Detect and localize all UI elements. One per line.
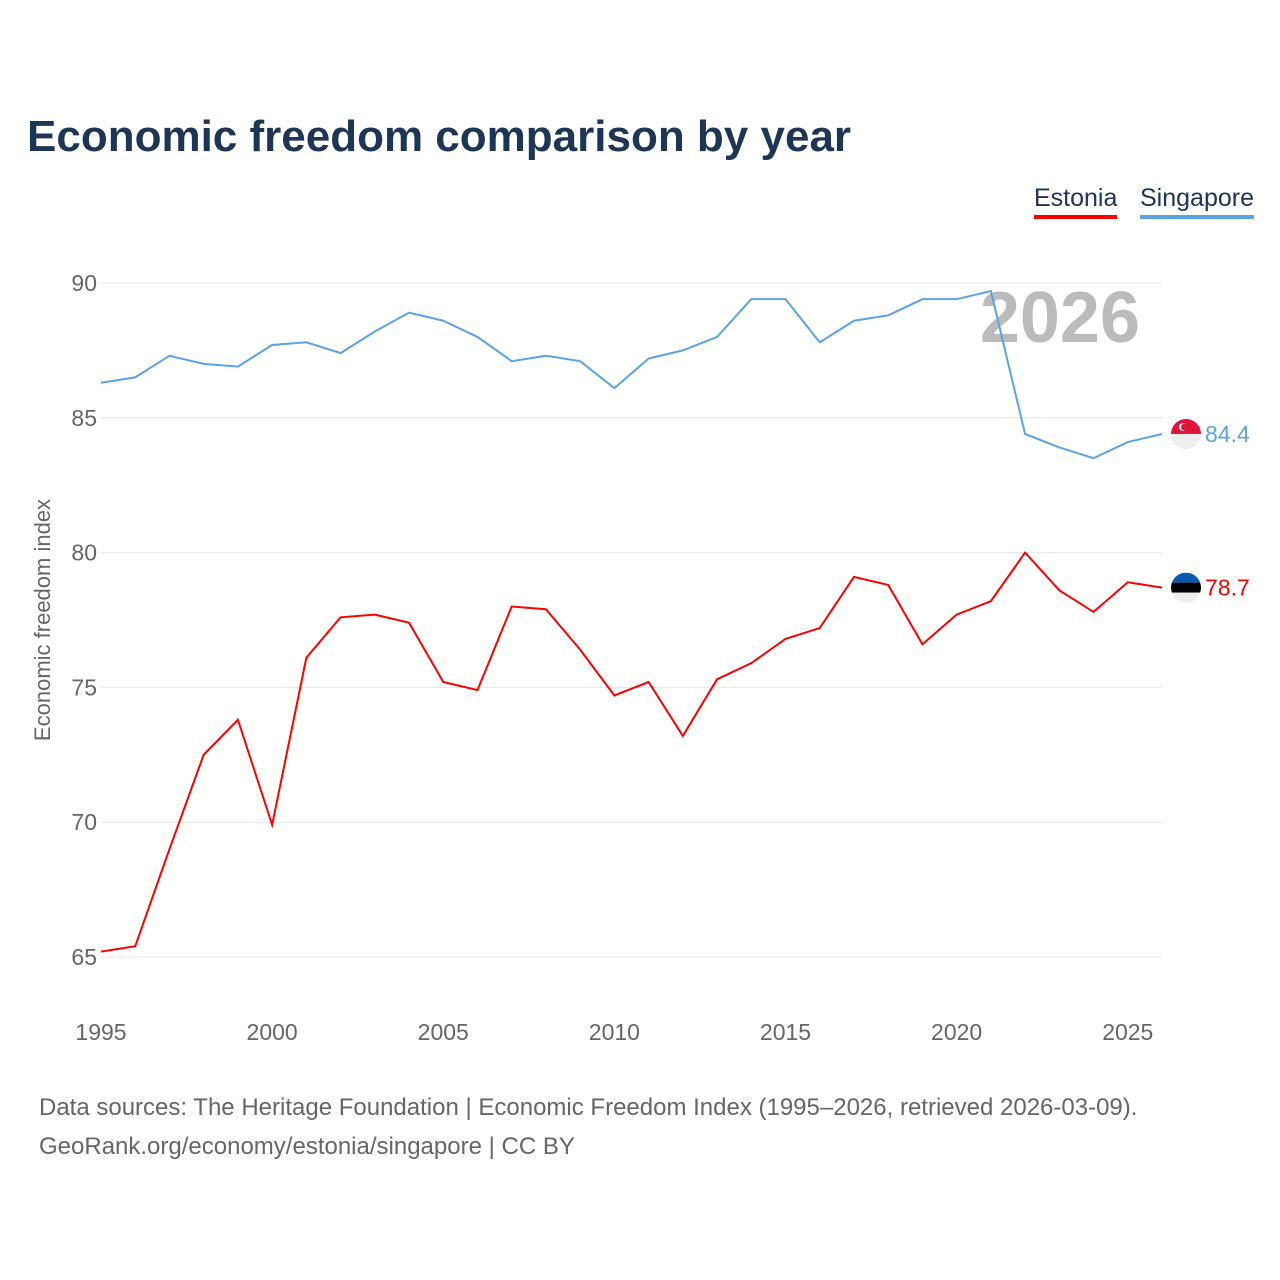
- data-point: [647, 680, 651, 684]
- data-point: [852, 319, 856, 323]
- data-point: [920, 297, 924, 301]
- data-point: [544, 354, 548, 358]
- data-point: [510, 605, 514, 609]
- x-tick-label: 2010: [589, 1019, 640, 1045]
- y-tick-label: 75: [71, 674, 97, 700]
- y-tick-label: 85: [71, 405, 97, 431]
- data-point: [749, 661, 753, 665]
- chart-title: Economic freedom comparison by year: [27, 112, 852, 161]
- data-point: [441, 319, 445, 323]
- data-point: [407, 621, 411, 625]
- data-point: [818, 340, 822, 344]
- data-point: [167, 847, 171, 851]
- source-line-1: Data sources: The Heritage Foundation | …: [39, 1094, 1138, 1121]
- end-label-singapore: 84.4: [1205, 421, 1250, 447]
- x-tick-label: 2025: [1102, 1019, 1153, 1045]
- legend-singapore[interactable]: Singapore: [1140, 184, 1254, 219]
- data-point: [1092, 610, 1096, 614]
- data-point: [544, 607, 548, 611]
- legend-estonia[interactable]: Estonia: [1034, 184, 1118, 219]
- data-point: [1057, 445, 1061, 449]
- data-point: [920, 642, 924, 646]
- x-tick-label: 1995: [75, 1019, 126, 1045]
- data-point: [1092, 456, 1096, 460]
- data-point: [236, 718, 240, 722]
- data-point: [1126, 580, 1130, 584]
- x-tick-label: 2000: [247, 1019, 298, 1045]
- data-point: [886, 583, 890, 587]
- data-point: [715, 335, 719, 339]
- data-point: [612, 693, 616, 697]
- data-point: [1057, 588, 1061, 592]
- data-point: [202, 753, 206, 757]
- data-point: [236, 365, 240, 369]
- series-line-estonia: [100, 551, 1163, 953]
- data-point: [681, 734, 685, 738]
- y-tick-label: 65: [71, 944, 97, 970]
- data-point: [270, 823, 274, 827]
- data-point: [475, 335, 479, 339]
- x-tick-label: 2005: [418, 1019, 469, 1045]
- flag-singapore-icon: [1171, 418, 1201, 449]
- data-point: [681, 348, 685, 352]
- data-point: [373, 613, 377, 617]
- y-tick-label: 90: [71, 270, 97, 296]
- end-label-estonia: 78.7: [1205, 575, 1250, 601]
- data-point: [886, 313, 890, 317]
- data-point: [1023, 432, 1027, 436]
- data-point: [304, 340, 308, 344]
- data-point: [475, 688, 479, 692]
- data-point: [339, 615, 343, 619]
- data-point: [852, 575, 856, 579]
- data-point: [578, 359, 582, 363]
- series-line-singapore: [100, 289, 1163, 460]
- data-point: [578, 648, 582, 652]
- data-point: [99, 950, 103, 954]
- data-point: [441, 680, 445, 684]
- source-line-2[interactable]: GeoRank.org/economy/estonia/singapore | …: [39, 1133, 575, 1160]
- data-point: [989, 289, 993, 293]
- data-point: [749, 297, 753, 301]
- data-point: [612, 386, 616, 390]
- data-point: [510, 359, 514, 363]
- data-point: [818, 626, 822, 630]
- year-annotation: 2026: [980, 278, 1140, 358]
- data-point: [407, 311, 411, 315]
- data-point: [99, 381, 103, 385]
- y-tick-label: 80: [71, 540, 97, 566]
- data-point: [167, 354, 171, 358]
- data-point: [989, 599, 993, 603]
- y-axis-label: Economic freedom index: [30, 499, 55, 741]
- data-point: [133, 944, 137, 948]
- data-point: [1160, 586, 1164, 590]
- data-point: [304, 656, 308, 660]
- data-point: [784, 637, 788, 641]
- data-point: [202, 362, 206, 366]
- data-point: [955, 613, 959, 617]
- data-point: [339, 351, 343, 355]
- data-point: [1023, 551, 1027, 555]
- data-point: [133, 375, 137, 379]
- data-point: [955, 297, 959, 301]
- source-note: Data sources: The Heritage Foundation | …: [39, 1088, 1137, 1166]
- flag-estonia-icon: [1171, 572, 1201, 603]
- y-tick-label: 70: [71, 809, 97, 835]
- data-point: [1160, 432, 1164, 436]
- x-tick-label: 2020: [931, 1019, 982, 1045]
- data-point: [270, 343, 274, 347]
- data-point: [784, 297, 788, 301]
- data-point: [1126, 440, 1130, 444]
- data-point: [647, 356, 651, 360]
- data-point: [373, 330, 377, 334]
- x-tick-label: 2015: [760, 1019, 811, 1045]
- data-point: [715, 677, 719, 681]
